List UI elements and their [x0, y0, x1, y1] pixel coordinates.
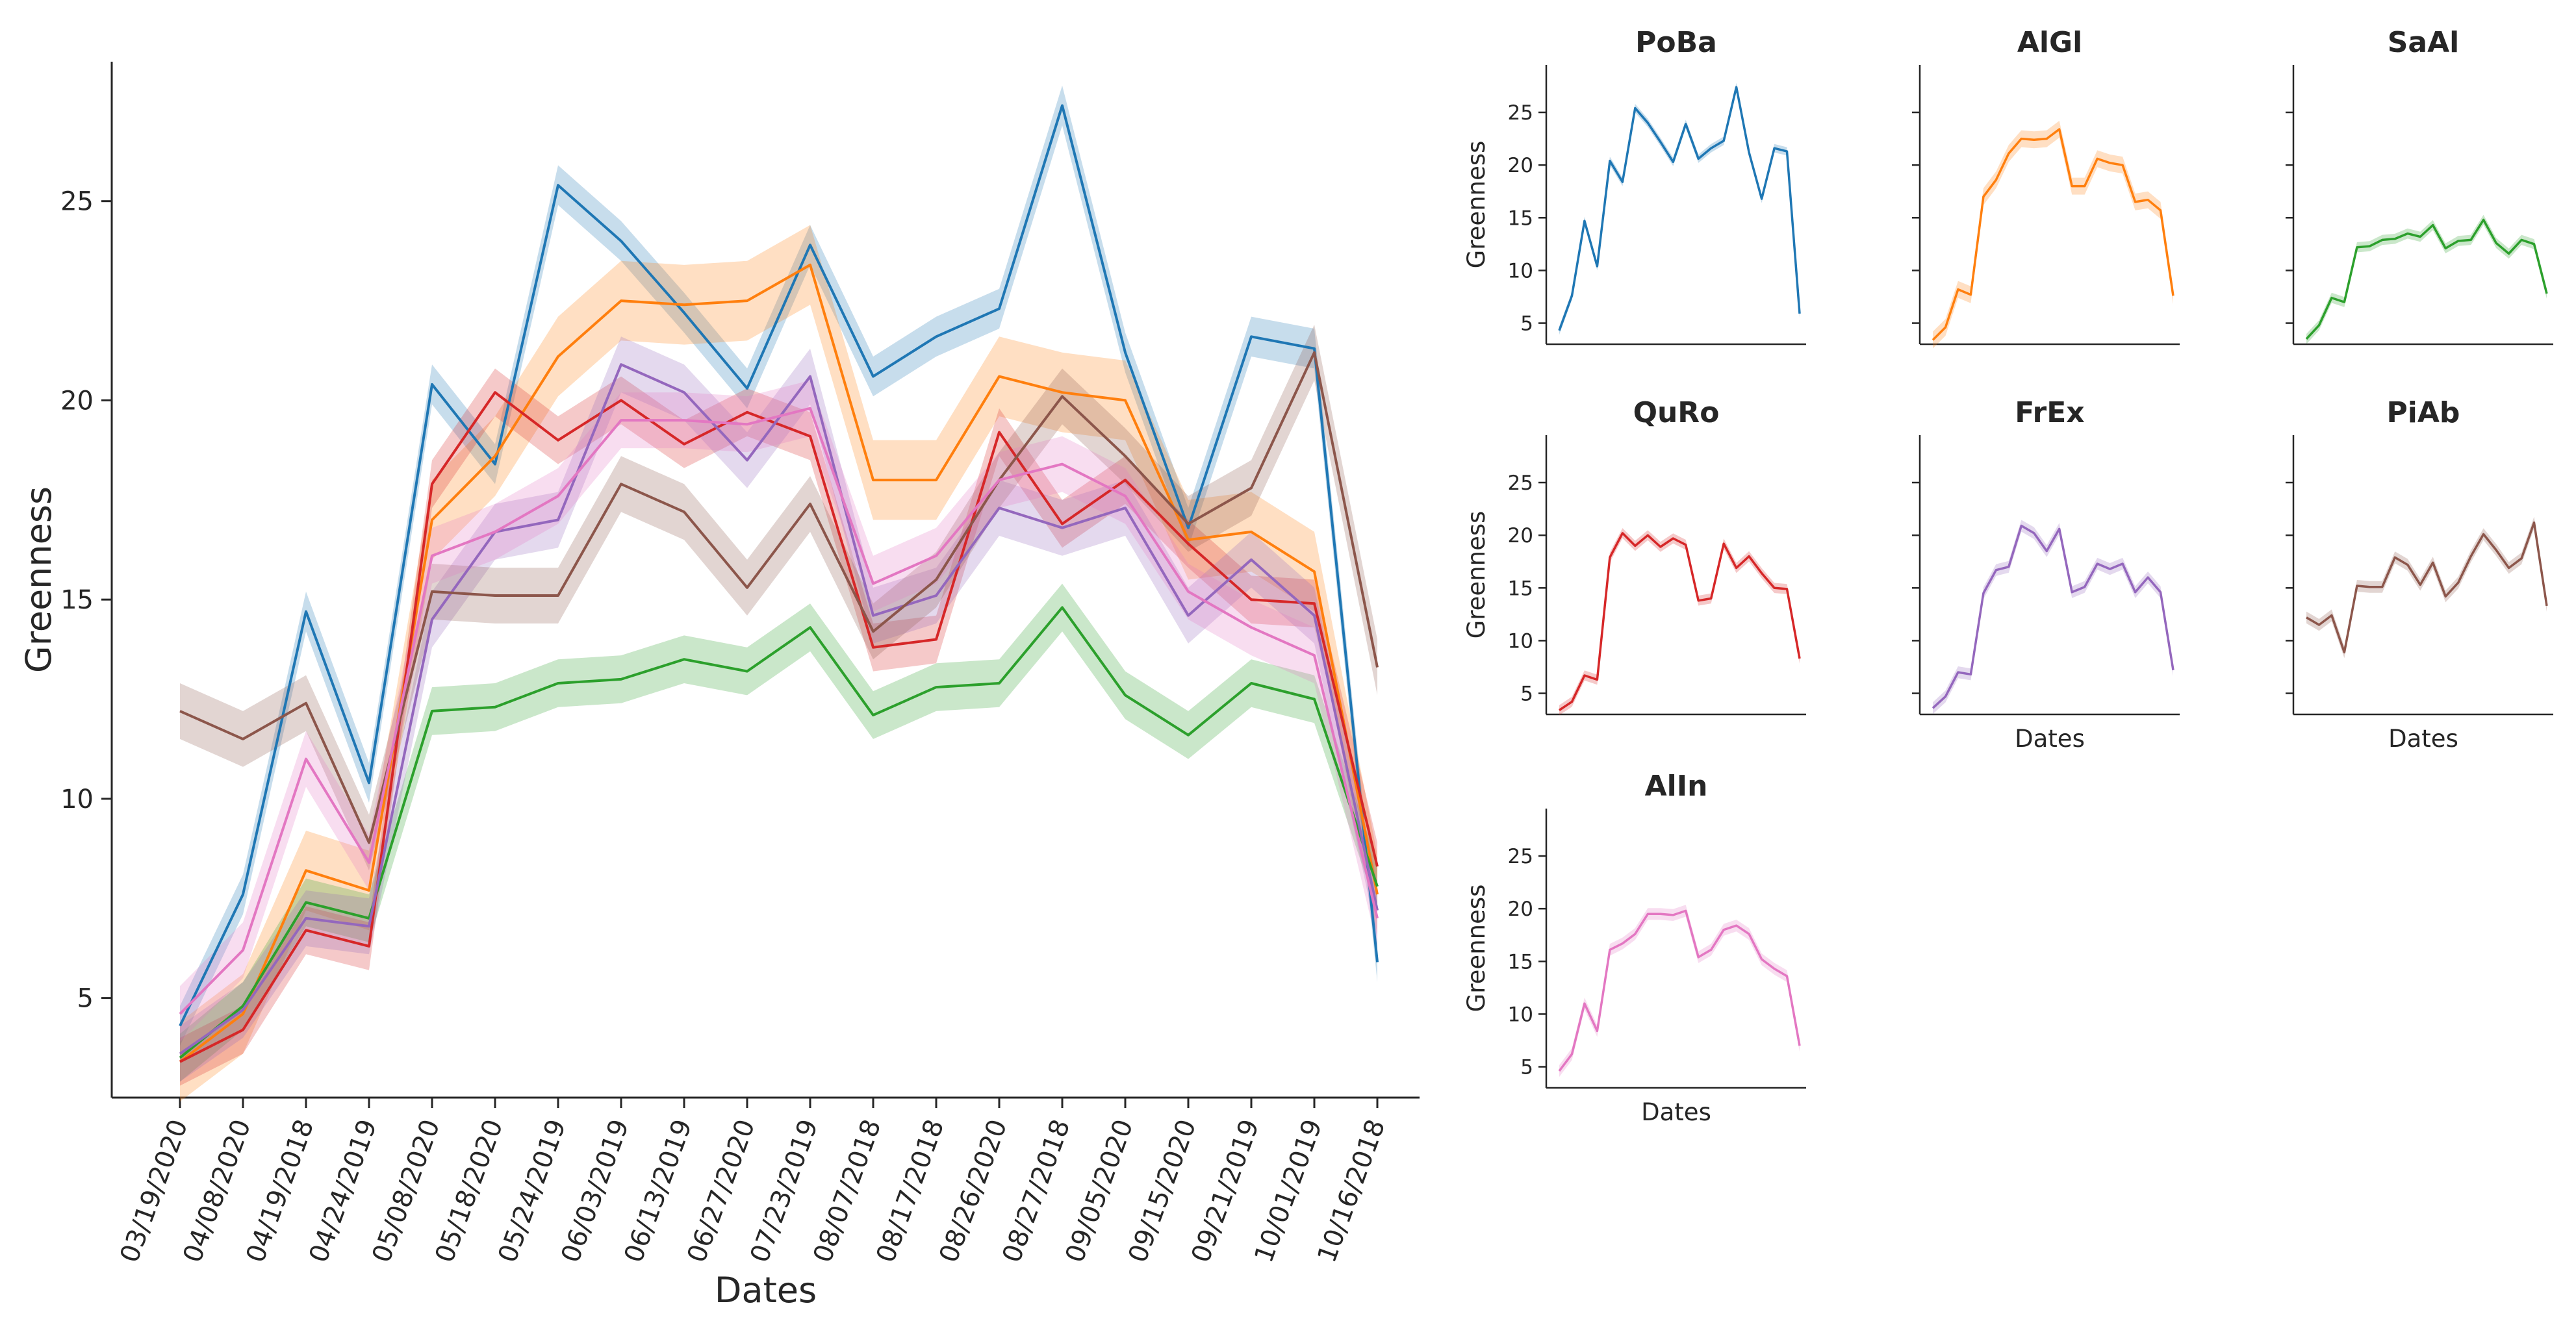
main-confidence-bands	[180, 85, 1377, 1102]
subplot-title: PiAb	[2387, 396, 2460, 429]
subplot-algl: AlGl	[1912, 26, 2180, 349]
subplot-x-axis-label: Dates	[2015, 725, 2085, 753]
line-frex	[179, 363, 1379, 1055]
subplot-y-tick-label: 20	[1508, 524, 1533, 547]
subplot-frex: FrEx Dates	[1912, 396, 2180, 753]
subplot-band-piab	[2306, 516, 2547, 659]
line-poba	[179, 104, 1379, 1027]
subplot-band-quro	[1559, 528, 1800, 716]
main-y-tick-label: 20	[60, 386, 94, 416]
subplot-band-saal	[2306, 214, 2547, 344]
subplot-piab: PiAb Dates	[2286, 396, 2553, 753]
main-y-tick-label: 15	[60, 585, 94, 615]
band-alin	[180, 380, 1377, 1042]
subplot-line-alin	[1558, 909, 1801, 1072]
line-algl	[179, 263, 1379, 1063]
subplot-y-tick-label: 15	[1508, 950, 1533, 974]
subplot-band-poba	[1559, 82, 1800, 335]
subplot-y-tick-label: 15	[1508, 577, 1533, 600]
main-y-axis-label: Greenness	[18, 486, 59, 673]
line-piab	[179, 351, 1379, 844]
subplot-line-algl	[1932, 128, 2174, 341]
subplot-line-frex	[1932, 524, 2174, 709]
subplot-title: QuRo	[1633, 396, 1720, 429]
subplot-y-tick-label: 10	[1508, 629, 1533, 653]
subplot-saal: SaAl	[2286, 26, 2553, 346]
subplot-title: SaAl	[2388, 26, 2460, 59]
subplot-band-algl	[1933, 121, 2173, 349]
subplot-y-axis-label: Greenness	[1462, 885, 1490, 1013]
subplot-alin: 5 10 15 20 25 AlIn Greenness Dates	[1462, 770, 1806, 1126]
subplot-y-tick-label: 25	[1508, 845, 1533, 868]
subplot-band-alin	[1559, 905, 1800, 1077]
subplot-poba: 5 10 15 20 25 PoBa Greenness	[1462, 26, 1806, 346]
subplot-quro: 5 10 15 20 25 QuRo Greenness	[1462, 396, 1806, 716]
main-y-tick-label: 5	[77, 984, 94, 1014]
subplot-y-tick-label: 5	[1520, 683, 1533, 706]
subplot-y-tick-label: 5	[1520, 1056, 1533, 1079]
subplot-line-quro	[1559, 532, 1801, 711]
subplot-line-poba	[1558, 86, 1801, 331]
subplot-line-saal	[2305, 218, 2548, 340]
subplot-y-axis-label: Greenness	[1462, 511, 1490, 639]
line-saal	[179, 606, 1379, 1059]
subplot-y-tick-label: 25	[1508, 101, 1533, 125]
subplot-y-tick-label: 5	[1520, 312, 1533, 336]
main-chart: 51015202503/19/202004/08/202004/19/20180…	[18, 62, 1420, 1311]
subplot-x-axis-label: Dates	[2388, 725, 2458, 753]
main-x-tick-label: 10/16/2018	[1312, 1116, 1391, 1266]
subplot-line-piab	[2306, 521, 2548, 654]
subplot-y-tick-label: 25	[1508, 472, 1533, 495]
subplot-title: FrEx	[2015, 396, 2084, 429]
subplot-y-tick-label: 15	[1508, 207, 1533, 230]
subplot-y-tick-label: 20	[1508, 154, 1533, 177]
subplot-y-tick-label: 10	[1508, 1003, 1533, 1026]
subplot-title: PoBa	[1635, 26, 1717, 59]
subplot-x-axis-label: Dates	[1641, 1098, 1711, 1126]
main-x-axis-label: Dates	[715, 1270, 817, 1311]
main-y-tick-label: 10	[60, 785, 94, 814]
subplot-title: AlGl	[2017, 26, 2082, 59]
subplot-y-axis-label: Greenness	[1462, 141, 1490, 269]
subplot-band-frex	[1933, 520, 2173, 714]
line-alin	[179, 407, 1379, 1015]
subplot-title: AlIn	[1645, 770, 1708, 803]
main-series-lines	[179, 104, 1379, 1063]
subplot-y-tick-label: 10	[1508, 259, 1533, 283]
main-y-tick-label: 25	[60, 187, 94, 217]
subplot-y-tick-label: 20	[1508, 898, 1533, 921]
